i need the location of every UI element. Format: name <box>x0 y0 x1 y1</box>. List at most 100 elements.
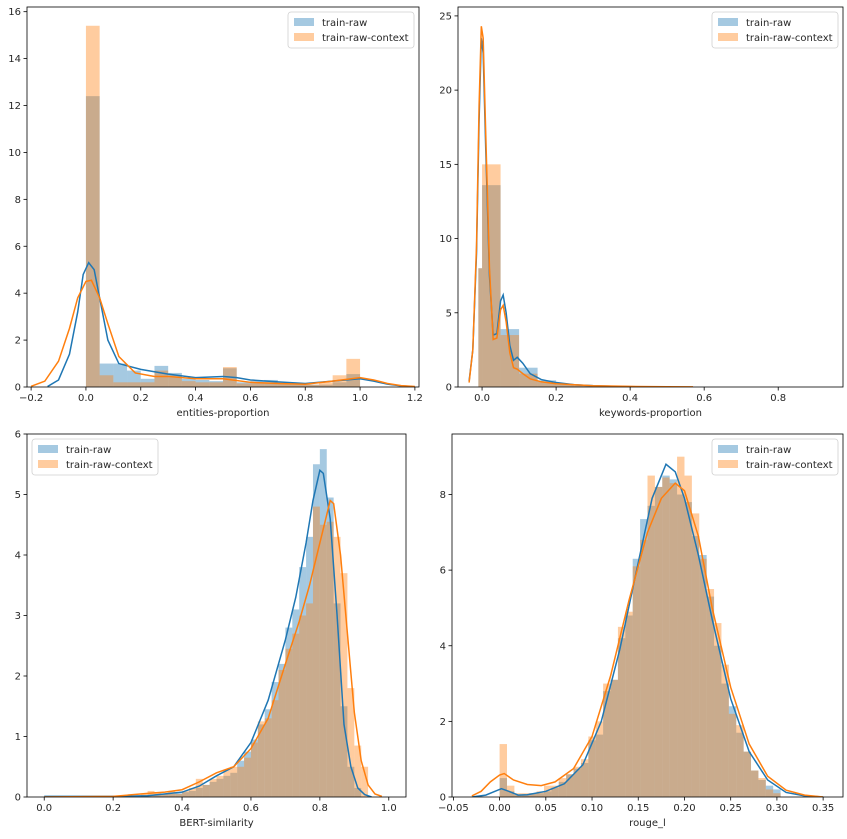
y-tick-label: 15 <box>439 160 452 171</box>
y-tick-label: 12 <box>8 101 21 112</box>
y-tick-label: 25 <box>439 11 452 22</box>
hist-bar-train-raw-context <box>272 700 279 797</box>
hist-bar-train-raw-context <box>258 721 265 797</box>
y-tick-label: 2 <box>15 336 21 347</box>
x-tick-label: 0.2 <box>548 393 564 404</box>
hist-bar-train-raw-context <box>758 778 765 797</box>
hist-bar-train-raw-context <box>736 725 743 797</box>
hist-bar-train-raw-context <box>766 789 773 797</box>
legend-label-train-raw-context: train-raw-context <box>322 33 409 44</box>
hist-bar-train-raw-context <box>640 540 647 797</box>
legend-swatch-train-raw <box>294 18 314 26</box>
hist-bar-train-raw-context <box>203 785 210 797</box>
hist-bar-train-raw-context <box>588 737 595 798</box>
hist-bar-train-raw-context <box>662 477 669 797</box>
hist-bar-train-raw-context <box>670 483 677 797</box>
hist-bar-train-raw-context <box>625 612 632 797</box>
hist-bar-train-raw-context <box>306 603 313 797</box>
x-tick-label: 0.6 <box>696 393 712 404</box>
hist-bar-train-raw-context <box>751 771 758 797</box>
x-tick-label: 1.0 <box>381 803 397 814</box>
x-tick-label: 0.2 <box>105 803 121 814</box>
y-tick-label: 16 <box>8 7 21 18</box>
x-tick-label: 0.25 <box>720 803 742 814</box>
x-tick-label: 0.10 <box>581 803 603 814</box>
hist-bar-train-raw-context <box>773 793 780 797</box>
y-tick-label: 5 <box>15 490 21 501</box>
hist-bar-train-raw-context <box>223 770 230 797</box>
y-tick-label: 4 <box>15 551 21 562</box>
y-tick-label: 2 <box>15 672 21 683</box>
x-axis-label: BERT-similarity <box>179 818 253 829</box>
hist-bar-train-raw-context <box>320 525 327 797</box>
x-tick-label: 1.0 <box>352 393 368 404</box>
hist-bar-train-raw-context <box>100 375 114 387</box>
hist-bar-train-raw-context <box>127 382 141 387</box>
plot-area <box>472 457 823 797</box>
hist-bar-train-raw-context <box>244 758 251 797</box>
hist-bar-train-raw-context <box>292 634 299 797</box>
hist-bar-train-raw-context <box>482 164 501 387</box>
hist-bar-train-raw-context <box>279 670 286 797</box>
hist-bar-train-raw-context <box>209 382 223 387</box>
hist-bar-train-raw-context <box>196 382 210 387</box>
hist-bar-train-raw-context <box>714 623 721 797</box>
hist-bar-train-raw-context <box>346 359 360 387</box>
legend-swatch-train-raw-context <box>718 33 738 41</box>
x-tick-label: 0.6 <box>243 803 259 814</box>
hist-bar-train-raw-context <box>285 649 292 797</box>
y-tick-label: 8 <box>15 195 21 206</box>
x-tick-label: 1.2 <box>407 393 423 404</box>
hist-bar-train-raw-context <box>237 767 244 797</box>
plot-area <box>31 26 415 387</box>
y-tick-label: 2 <box>440 717 446 728</box>
hist-bar-train-raw-context <box>210 779 217 797</box>
legend-swatch-train-raw-context <box>38 460 58 468</box>
hist-bar-train-raw-context <box>175 794 182 797</box>
x-tick-label: −0.05 <box>438 803 469 814</box>
y-tick-label: 3 <box>15 611 21 622</box>
x-axis-label: rouge_l <box>629 818 666 829</box>
y-tick-label: 6 <box>440 566 446 577</box>
x-axis-label: keywords-proportion <box>599 408 702 418</box>
plot-area <box>469 26 693 387</box>
legend-swatch-train-raw-context <box>294 33 314 41</box>
y-tick-label: 0 <box>446 383 452 394</box>
y-tick-label: 10 <box>8 148 21 159</box>
legend-label-train-raw-context: train-raw-context <box>66 460 153 471</box>
hist-bar-train-raw-context <box>230 767 237 797</box>
axes-frame <box>27 7 419 387</box>
legend-label-train-raw-context: train-raw-context <box>746 33 833 44</box>
y-tick-label: 4 <box>440 641 446 652</box>
x-tick-label: −0.2 <box>19 393 43 404</box>
x-tick-label: 0.0 <box>474 393 490 404</box>
hist-bar-train-raw-context <box>237 383 251 387</box>
y-tick-label: 1 <box>15 732 21 743</box>
hist-bar-train-raw-context <box>633 566 640 797</box>
hist-bar-train-raw-context <box>699 559 706 797</box>
legend-label-train-raw: train-raw <box>746 445 791 456</box>
y-tick-label: 5 <box>446 308 452 319</box>
hist-bar-train-raw-context <box>182 381 196 387</box>
y-tick-label: 6 <box>15 242 21 253</box>
x-tick-label: 0.8 <box>312 803 328 814</box>
x-tick-label: 0.8 <box>770 393 786 404</box>
y-tick-label: 6 <box>15 430 21 441</box>
legend-label-train-raw: train-raw <box>746 18 791 29</box>
legend: train-raw train-raw-context <box>712 439 838 475</box>
hist-bar-train-raw-context <box>251 743 258 797</box>
x-tick-label: 0.15 <box>627 803 649 814</box>
hist-bar-train-raw-context <box>744 752 751 797</box>
y-tick-label: 0 <box>15 383 21 394</box>
legend-swatch-train-raw <box>718 445 738 453</box>
y-tick-label: 14 <box>8 54 21 65</box>
legend-label-train-raw-context: train-raw-context <box>746 460 833 471</box>
